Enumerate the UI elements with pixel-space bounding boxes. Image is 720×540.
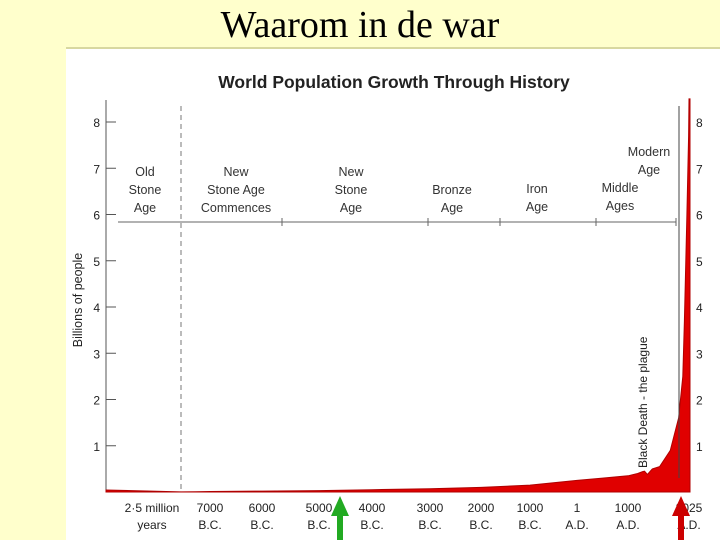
x-tick-label: B.C. <box>198 518 221 532</box>
y-tick-label-right: 3 <box>696 347 703 361</box>
y-tick-label: 7 <box>93 162 100 176</box>
x-tick-label: B.C. <box>518 518 541 532</box>
era-label: Commences <box>201 201 271 215</box>
y-ticks-right: 1 2 3 4 5 6 7 8 <box>696 116 703 454</box>
x-tick-label: 3000 <box>417 501 444 515</box>
era-label: Stone <box>129 183 162 197</box>
x-tick-label: B.C. <box>250 518 273 532</box>
y-tick-label: 1 <box>93 440 100 454</box>
x-tick-label: 2·5 million <box>125 501 180 515</box>
y-tick-label-right: 5 <box>696 255 703 269</box>
era-label: Stone <box>335 183 368 197</box>
era-label: Age <box>526 200 548 214</box>
x-tick-label: 1000 <box>615 501 642 515</box>
x-tick-label: 5000 <box>306 501 333 515</box>
red-up-arrow <box>672 496 690 540</box>
y-tick-label-right: 7 <box>696 162 703 176</box>
title-band <box>0 0 720 48</box>
x-tick-label: B.C. <box>418 518 441 532</box>
era-label: Bronze <box>432 183 472 197</box>
x-tick-label: A.D. <box>565 518 588 532</box>
green-up-arrow <box>331 496 349 540</box>
x-tick-label: 2000 <box>468 501 495 515</box>
x-ticks: 2·5 million years 7000 B.C. 6000 B.C. 5000 B.C.… <box>125 501 703 532</box>
slide-title: Waarom in de war <box>220 4 500 46</box>
y-tick-label-right: 6 <box>696 209 703 223</box>
y-tick-label: 3 <box>93 347 100 361</box>
x-tick-label: 7000 <box>197 501 224 515</box>
x-tick-label: B.C. <box>469 518 492 532</box>
x-tick-label: 1 <box>574 501 581 515</box>
x-tick-label: 4000 <box>359 501 386 515</box>
population-area <box>105 98 691 493</box>
era-label: Ages <box>606 199 635 213</box>
y-tick-label-right: 4 <box>696 301 703 315</box>
y-tick-label: 2 <box>93 394 100 408</box>
side-strip <box>0 48 66 540</box>
y-tick-label: 4 <box>93 301 100 315</box>
y-tick-label: 6 <box>93 209 100 223</box>
x-tick-label: years <box>137 518 166 532</box>
black-death-label: Black Death - the plague <box>636 336 650 468</box>
era-label: Iron <box>526 182 548 196</box>
era-label: New <box>223 165 249 179</box>
era-label: Middle <box>602 181 639 195</box>
era-label: New <box>338 165 364 179</box>
era-label: Age <box>134 201 156 215</box>
y-ticks-left: 1 2 3 4 5 6 7 8 <box>93 116 116 454</box>
era-label: Modern <box>628 145 670 159</box>
y-tick-label: 5 <box>93 255 100 269</box>
era-label: Old <box>135 165 155 179</box>
x-tick-label: A.D. <box>616 518 639 532</box>
era-labels: Old Stone Age New Stone Age Commences New Stone… <box>129 145 671 215</box>
x-tick-label: 6000 <box>249 501 276 515</box>
era-label: Age <box>441 201 463 215</box>
x-tick-label: B.C. <box>360 518 383 532</box>
y-tick-label-right: 2 <box>696 394 703 408</box>
y-tick-label-right: 1 <box>696 440 703 454</box>
era-label: Age <box>340 201 362 215</box>
title-underline <box>66 47 720 49</box>
y-axis-label: Billions of people <box>71 253 85 348</box>
y-tick-label-right: 8 <box>696 116 703 130</box>
era-label: Stone Age <box>207 183 265 197</box>
era-dividers <box>281 218 677 226</box>
x-tick-label: 1000 <box>517 501 544 515</box>
chart-title: World Population Growth Through History <box>218 72 570 92</box>
era-label: Age <box>638 163 660 177</box>
y-tick-label: 8 <box>93 116 100 130</box>
x-tick-label: B.C. <box>307 518 330 532</box>
